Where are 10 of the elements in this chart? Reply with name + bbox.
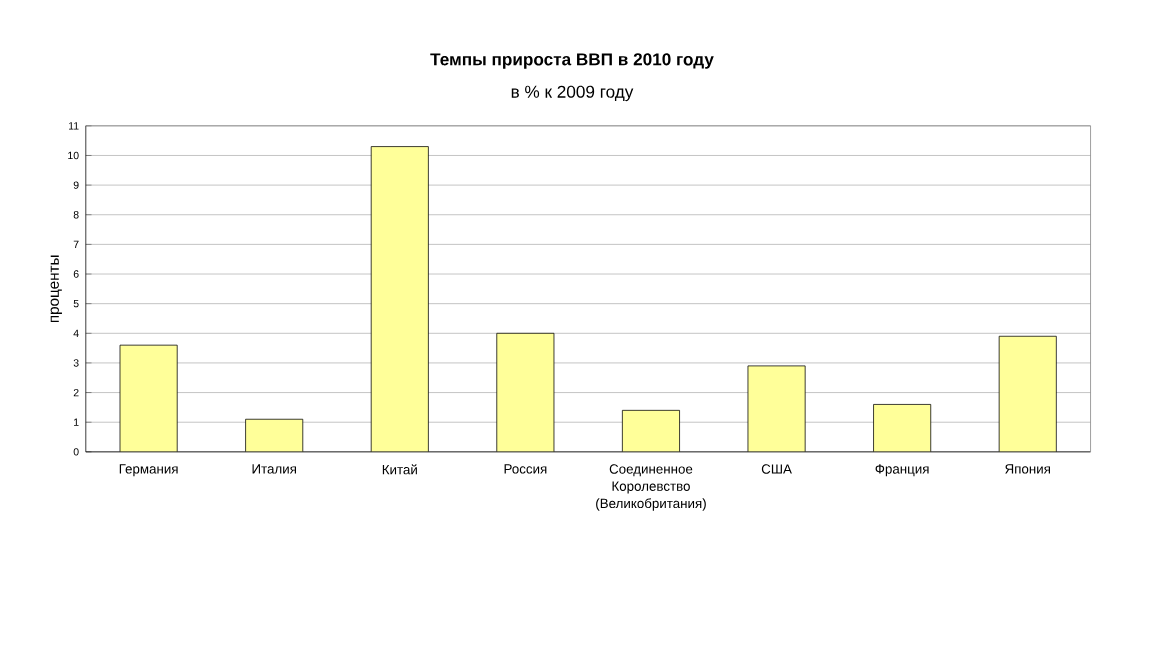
bar xyxy=(998,336,1057,452)
bar xyxy=(120,345,178,452)
bar xyxy=(873,404,931,452)
chart-subtitle: в % к 2009 году xyxy=(511,85,634,102)
bar xyxy=(245,419,303,452)
bar xyxy=(747,366,806,452)
bar xyxy=(496,333,554,452)
bar xyxy=(371,146,429,452)
chart-title: Темпы прироста ВВП в 2010 году xyxy=(430,53,714,69)
bar xyxy=(622,410,680,452)
